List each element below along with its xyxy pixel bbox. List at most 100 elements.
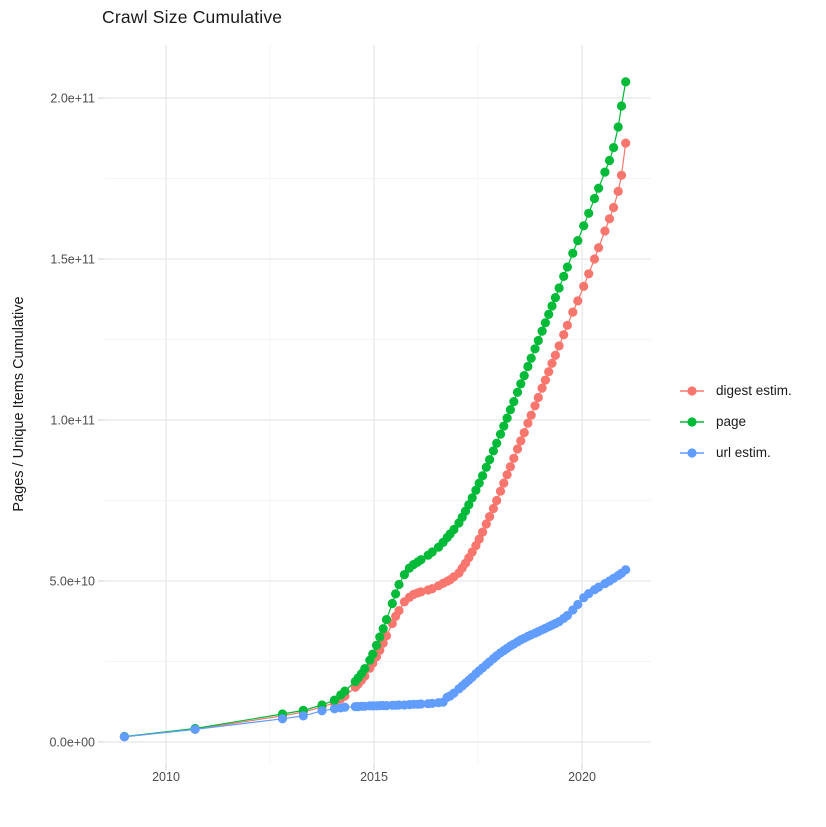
data-point (609, 143, 619, 153)
data-point (540, 375, 551, 385)
y-tick-label: 1.0e+11 (50, 414, 95, 428)
data-point (512, 444, 523, 454)
data-point (485, 455, 495, 465)
data-point (604, 155, 615, 166)
data-point (416, 587, 426, 597)
data-point (488, 446, 498, 456)
data-point (621, 138, 631, 148)
data-point (516, 379, 526, 389)
data-point (509, 397, 519, 407)
data-point (478, 527, 488, 537)
data-point (474, 478, 484, 488)
data-point (584, 269, 594, 279)
data-point (547, 301, 557, 311)
data-point (464, 500, 474, 510)
legend: digest estim. page url estim. (679, 375, 792, 468)
data-point (512, 387, 523, 397)
data-point (530, 344, 540, 354)
data-point (613, 122, 623, 132)
data-point (568, 307, 578, 317)
data-point (526, 410, 536, 420)
data-point (523, 418, 533, 428)
data-point (616, 101, 627, 111)
data-point (550, 350, 561, 360)
data-point (526, 353, 536, 363)
data-point (298, 711, 308, 721)
data-point (594, 183, 604, 193)
data-point (467, 493, 477, 503)
data-point (537, 383, 547, 393)
data-point (416, 555, 426, 565)
data-point (589, 254, 600, 264)
data-point (449, 524, 459, 535)
data-point (600, 167, 610, 177)
data-point (427, 547, 437, 557)
data-point (554, 341, 564, 351)
data-point (584, 208, 594, 218)
data-point (329, 695, 340, 705)
legend-item-url-estim-: url estim. (679, 437, 792, 468)
data-point (589, 193, 600, 204)
data-point (119, 732, 129, 742)
legend-key-icon (680, 447, 704, 458)
data-point (621, 565, 631, 575)
data-point (544, 367, 554, 377)
data-point (378, 624, 388, 634)
data-point (562, 320, 573, 330)
data-point (609, 202, 619, 213)
data-point (559, 330, 569, 340)
data-point (519, 428, 529, 438)
legend-item-page: page (679, 406, 792, 437)
data-point (381, 615, 392, 625)
series-url-estim- (119, 565, 631, 742)
data-point (371, 640, 382, 651)
data-point (340, 702, 350, 712)
data-point (523, 361, 533, 372)
data-point (317, 706, 327, 716)
legend-label: digest estim. (716, 383, 792, 398)
data-point (499, 478, 509, 488)
data-point (360, 664, 370, 674)
legend-item-digest-estim-: digest estim. (679, 375, 792, 406)
data-point (509, 453, 519, 463)
data-point (502, 413, 512, 423)
data-point (481, 519, 491, 529)
data-point (375, 632, 385, 642)
data-point (505, 405, 515, 415)
data-point (579, 281, 589, 291)
data-point (568, 248, 578, 258)
data-point (495, 486, 506, 496)
data-point (505, 462, 515, 472)
data-point (478, 471, 488, 481)
data-point (544, 309, 554, 319)
data-point (399, 570, 409, 580)
data-point (492, 438, 502, 448)
data-point (485, 511, 495, 522)
series-page (119, 77, 631, 742)
data-point (481, 462, 491, 472)
data-point (394, 579, 404, 590)
y-tick-label: 1.5e+11 (50, 253, 95, 267)
legend-key-icon (680, 416, 704, 427)
data-point (554, 283, 564, 293)
data-point (573, 296, 583, 306)
chart-title: Crawl Size Cumulative (102, 7, 283, 27)
data-point (550, 293, 561, 303)
data-point (190, 724, 200, 735)
y-tick-label: 2.0e+11 (50, 92, 95, 106)
data-point (516, 436, 526, 446)
data-point (499, 421, 509, 431)
data-point (616, 170, 627, 180)
y-tick-label: 5.0e+10 (49, 575, 95, 589)
data-point (391, 589, 401, 599)
data-point (416, 699, 426, 709)
data-point (537, 326, 547, 336)
series-line (124, 81, 627, 738)
data-point (368, 649, 378, 659)
data-point (471, 485, 481, 495)
data-point (340, 686, 350, 696)
data-point (277, 714, 288, 724)
data-point (387, 598, 397, 609)
